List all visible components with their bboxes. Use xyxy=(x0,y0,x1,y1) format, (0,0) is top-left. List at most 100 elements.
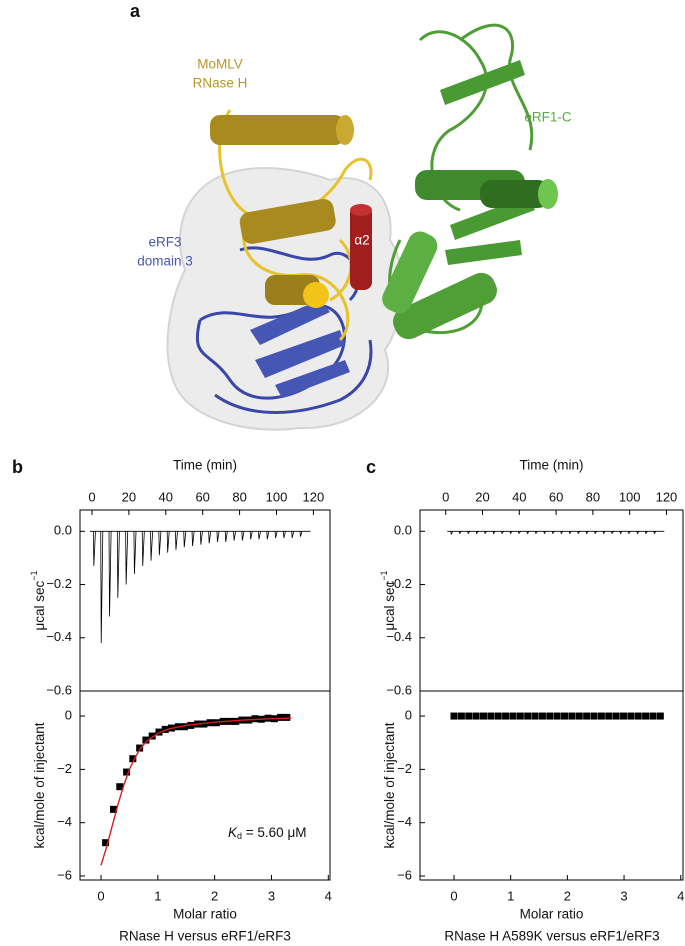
injection-peak xyxy=(150,531,154,561)
injection-peak xyxy=(266,531,270,540)
data-point xyxy=(110,805,118,813)
plot-frame xyxy=(419,509,684,692)
fit-line xyxy=(100,717,292,866)
panel-caption: RNase H versus eRF1/eRF3 xyxy=(119,929,291,944)
injection-peak xyxy=(509,531,513,535)
injection-peak xyxy=(560,531,564,535)
y-axis-label-sup: −1 xyxy=(379,570,389,580)
data-point xyxy=(102,839,110,847)
data-point xyxy=(583,712,591,720)
injection-peak xyxy=(125,531,129,585)
injection-peak xyxy=(100,531,104,644)
annotation-k: K xyxy=(228,825,238,840)
x-tick-label: 100 xyxy=(619,489,641,504)
data-point xyxy=(277,713,285,721)
injection-peak xyxy=(158,531,162,556)
y-axis-label-text: μcal sec xyxy=(382,580,397,630)
data-point xyxy=(546,712,554,720)
x-tick-label: 120 xyxy=(303,489,325,504)
y-axis-label-text: kcal/mole of injectant xyxy=(32,722,47,848)
data-point xyxy=(590,712,598,720)
data-point xyxy=(649,712,657,720)
x-tick-label: 0 xyxy=(88,489,95,504)
x-tick-label: 40 xyxy=(159,489,173,504)
injection-peak xyxy=(628,531,631,535)
y-tick-label: 0.0 xyxy=(394,523,412,538)
injection-peak xyxy=(183,531,187,548)
x-axis-label: Molar ratio xyxy=(520,907,584,922)
data-point xyxy=(516,712,524,720)
x-tick-label: 1 xyxy=(507,888,514,903)
structure-label: eRF3 xyxy=(148,235,181,250)
y-tick-label: −0.4 xyxy=(46,629,72,644)
injection-peak xyxy=(534,531,538,535)
data-point xyxy=(531,712,539,720)
x-tick-label: 1 xyxy=(154,888,161,903)
data-point xyxy=(627,712,635,720)
data-point xyxy=(116,783,124,791)
injection-peak xyxy=(577,531,581,535)
injection-peak xyxy=(282,531,286,539)
injection-peak xyxy=(92,531,96,566)
y-tick-label: −4 xyxy=(57,814,72,829)
data-point xyxy=(450,712,458,720)
data-point xyxy=(142,736,150,744)
x-tick-label: 2 xyxy=(211,888,218,903)
injection-peak xyxy=(551,531,555,535)
data-point xyxy=(472,712,480,720)
x-axis-label: Molar ratio xyxy=(173,907,237,922)
y-tick-label: −6 xyxy=(397,867,412,882)
x-tick-label: 80 xyxy=(232,489,246,504)
structure-label: eRF1-C xyxy=(524,110,572,125)
y-axis-label: μcal sec−1 xyxy=(29,570,46,630)
x-tick-label: 60 xyxy=(549,489,563,504)
injection-peak xyxy=(166,531,170,553)
data-point xyxy=(619,712,627,720)
injection-peak xyxy=(585,531,589,535)
x-tick-label: 3 xyxy=(620,888,627,903)
annotation-sub: d xyxy=(237,831,242,841)
injection-peak xyxy=(501,531,504,535)
panel-label: a xyxy=(130,1,141,21)
structure-illustration xyxy=(166,23,558,431)
injection-peak xyxy=(636,531,640,535)
injection-peak xyxy=(208,531,212,544)
data-point xyxy=(605,712,613,720)
injection-peak xyxy=(116,531,120,598)
y-axis-label: kcal/mole of injectant xyxy=(382,722,397,848)
panel-label: c xyxy=(366,457,376,477)
injection-peak xyxy=(175,531,178,550)
x-tick-label: 3 xyxy=(268,888,275,903)
injection-peak xyxy=(224,531,228,543)
injection-peak xyxy=(199,531,203,545)
injection-peak xyxy=(233,531,237,541)
y-tick-label: −4 xyxy=(397,814,412,829)
annotation: Kd = 5.60 μM xyxy=(228,825,306,842)
injection-peak xyxy=(475,531,479,535)
injection-peak xyxy=(249,531,253,540)
y-tick-label: −0.6 xyxy=(386,682,412,697)
y-tick-label: −2 xyxy=(397,761,412,776)
y-tick-label: −0.6 xyxy=(46,682,72,697)
structure-label: MoMLV xyxy=(197,57,243,72)
y-axis-label: μcal sec−1 xyxy=(379,570,396,630)
data-point xyxy=(487,712,495,720)
y-tick-label: −2 xyxy=(57,761,72,776)
injection-peak xyxy=(241,531,245,541)
y-axis-label-text: μcal sec xyxy=(32,580,47,630)
data-point xyxy=(561,712,569,720)
data-point xyxy=(502,712,510,720)
x-tick-label: 20 xyxy=(475,489,489,504)
injection-peak xyxy=(568,531,572,535)
injection-peak xyxy=(291,531,295,539)
injection-peak xyxy=(543,531,547,535)
data-point xyxy=(524,712,532,720)
injection-peak xyxy=(611,531,614,535)
data-point xyxy=(479,712,487,720)
panel-caption: RNase H A589K versus eRF1/eRF3 xyxy=(444,929,659,944)
data-point xyxy=(232,717,240,725)
data-point xyxy=(251,715,259,723)
y-axis-label-text: kcal/mole of injectant xyxy=(382,722,397,848)
helix-label: α2 xyxy=(354,233,369,248)
data-point xyxy=(538,712,546,720)
